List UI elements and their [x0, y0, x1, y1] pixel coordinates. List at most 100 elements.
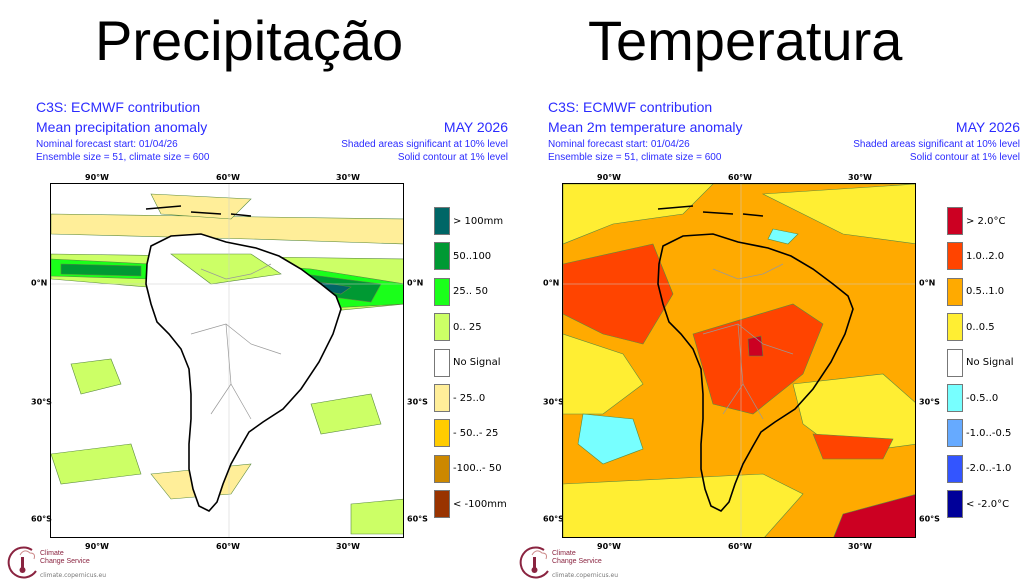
lon-label-top: 60°W — [216, 173, 240, 182]
legend-item: 0.. 25 — [434, 313, 482, 342]
legend-item: - 25..0 — [434, 384, 485, 412]
legend-swatch — [434, 207, 450, 235]
lat-label-left: 0°N — [543, 278, 560, 288]
map-title: Mean precipitation anomaly — [36, 119, 208, 135]
legend-item: > 100mm — [434, 207, 503, 235]
legend-label: 1.0..2.0 — [966, 250, 1005, 262]
lon-label-bottom: 30°W — [848, 542, 872, 551]
legend-swatch — [434, 490, 450, 519]
anomaly-region — [170, 253, 282, 285]
lat-label-right: 60°S — [919, 514, 940, 524]
anomaly-region — [833, 494, 915, 537]
lon-label-bottom: 90°W — [85, 542, 109, 551]
precipitation-panel: C3S: ECMWF contribution Mean precipitati… — [0, 0, 508, 585]
legend-item: No Signal — [434, 348, 501, 377]
lat-label-left: 0°N — [31, 278, 48, 288]
legend-label: < -2.0°C — [966, 498, 1010, 510]
logo-line1: Climate — [40, 550, 64, 557]
legend-item: -2.0..-1.0 — [947, 454, 1012, 483]
anomaly-region — [792, 373, 915, 455]
lon-label-top: 60°W — [728, 173, 752, 182]
lat-label-right: 30°S — [407, 397, 428, 407]
anomaly-region — [60, 263, 142, 277]
legend-swatch — [434, 348, 450, 377]
lon-label-bottom: 30°W — [336, 542, 360, 551]
temperature-map — [562, 183, 916, 538]
map-title: Mean 2m temperature anomaly — [548, 119, 743, 135]
logo-url: climate.copernicus.eu — [552, 572, 619, 579]
legend-label: > 2.0°C — [966, 215, 1006, 227]
legend-swatch — [947, 348, 963, 377]
anomaly-region — [563, 184, 714, 245]
legend-item: -100..- 50 — [434, 454, 502, 483]
thermometer-cloud-icon — [7, 546, 37, 579]
provider-label: C3S: ECMWF contribution — [36, 99, 201, 115]
legend-item: -0.5..0 — [947, 384, 998, 412]
legend-swatch — [947, 313, 963, 342]
logo-line2: Change Service — [552, 558, 602, 565]
lon-label-top: 30°W — [336, 173, 360, 182]
legend-swatch — [947, 419, 963, 448]
legend-swatch — [947, 490, 963, 519]
lon-label-top: 90°W — [85, 173, 109, 182]
legend-item: - 50..- 25 — [434, 419, 499, 448]
legend-item: 50..100 — [434, 242, 492, 271]
logo-line2: Change Service — [40, 558, 90, 565]
anomaly-region — [350, 498, 403, 535]
logo-url: climate.copernicus.eu — [40, 572, 107, 579]
legend-label: < -100mm — [453, 498, 507, 510]
contour-note: Solid contour at 1% level — [909, 152, 1020, 163]
temperature-title: Temperatura — [588, 9, 903, 72]
legend-label: -100..- 50 — [453, 463, 502, 475]
legend-label: - 50..- 25 — [453, 427, 499, 439]
anomaly-region — [563, 243, 674, 345]
legend-item: 0.5..1.0 — [947, 277, 1005, 306]
legend-label: 0.. 25 — [453, 321, 482, 333]
ensemble-size: Ensemble size = 51, climate size = 600 — [548, 152, 722, 163]
country-borders — [702, 263, 794, 420]
lat-label-right: 30°S — [919, 397, 940, 407]
logo-line1: Climate — [552, 550, 576, 557]
precipitation-map — [50, 183, 404, 538]
legend-item: < -100mm — [434, 490, 507, 519]
ensemble-size: Ensemble size = 51, climate size = 600 — [36, 152, 210, 163]
legend-item: < -2.0°C — [947, 490, 1010, 519]
legend-label: -2.0..-1.0 — [966, 463, 1012, 475]
legend-label: 0.5..1.0 — [966, 286, 1005, 298]
legend-swatch — [947, 454, 963, 483]
lat-label-left: 30°S — [543, 397, 564, 407]
lon-label-bottom: 90°W — [597, 542, 621, 551]
forecast-start: Nominal forecast start: 01/04/26 — [36, 139, 178, 150]
provider-label: C3S: ECMWF contribution — [548, 99, 713, 115]
forecast-month: MAY 2026 — [443, 119, 508, 135]
anomaly-region — [767, 228, 799, 245]
copernicus-logo: Climate Change Service climate.copernicu… — [518, 545, 618, 583]
legend-label: No Signal — [966, 357, 1014, 369]
lon-label-top: 90°W — [597, 173, 621, 182]
anomaly-region — [51, 213, 403, 245]
legend-swatch — [434, 384, 450, 412]
anomaly-region — [812, 433, 894, 460]
legend-item: No Signal — [947, 348, 1014, 377]
significance-note: Shaded areas significant at 10% level — [341, 139, 508, 150]
lon-label-bottom: 60°W — [216, 542, 240, 551]
anomaly-region — [150, 193, 252, 220]
legend-swatch — [434, 454, 450, 483]
legend-label: 50..100 — [453, 250, 492, 262]
lat-label-left: 30°S — [31, 397, 52, 407]
coastline — [657, 233, 854, 512]
legend-item: 1.0..2.0 — [947, 242, 1005, 271]
anomaly-region — [577, 413, 644, 465]
anomaly-region — [563, 473, 804, 537]
legend-item: 0..0.5 — [947, 313, 995, 342]
lat-label-right: 60°S — [407, 514, 428, 524]
legend-label: > 100mm — [453, 215, 504, 227]
forecast-start: Nominal forecast start: 01/04/26 — [548, 139, 690, 150]
anomaly-region — [310, 393, 382, 435]
legend-label: 25.. 50 — [453, 286, 488, 298]
anomaly-region — [692, 303, 824, 415]
legend-label: -0.5..0 — [966, 392, 999, 404]
contour-note: Solid contour at 1% level — [397, 152, 508, 163]
lat-label-right: 0°N — [919, 278, 936, 288]
lat-label-left: 60°S — [543, 514, 564, 524]
